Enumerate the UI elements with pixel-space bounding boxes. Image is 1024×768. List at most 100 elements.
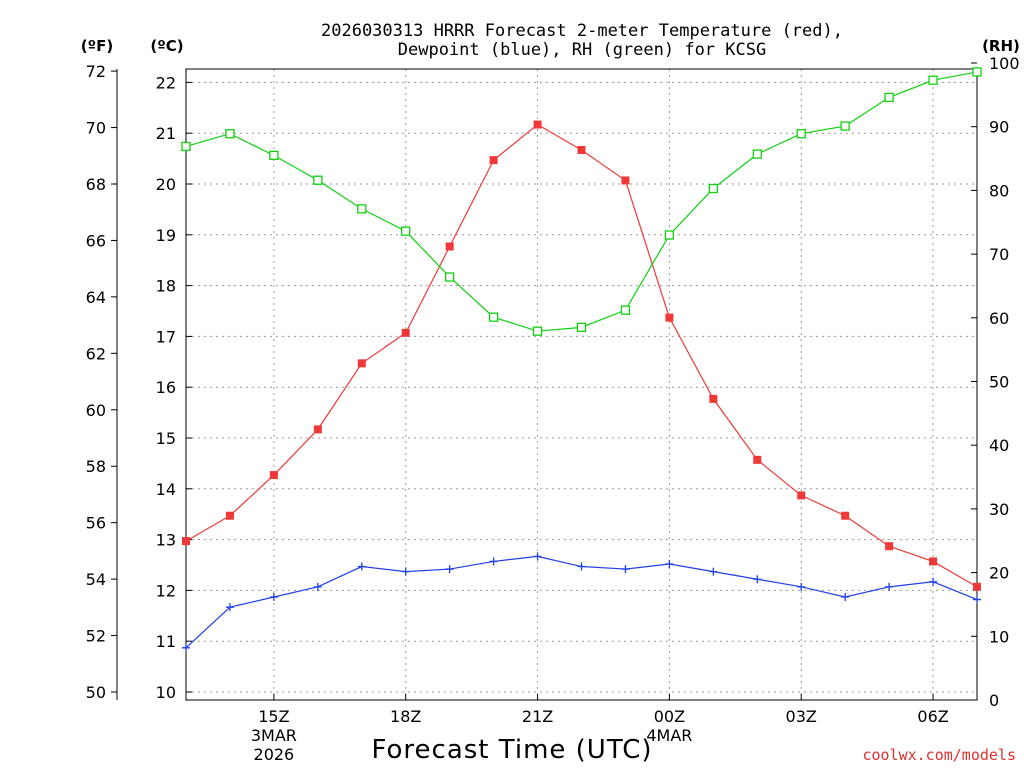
axes: 10 11 12 13 14 15 16 17 18 19 20 21 22 50 52 54 56 58 60 62… [86, 54, 1020, 764]
celsius-tick-label: 12 [156, 581, 176, 600]
dewpoint-point [885, 582, 894, 591]
chart-title-line1: 2026030313 HRRR Forecast 2-meter Tempera… [321, 21, 843, 41]
dewpoint-point [841, 593, 850, 602]
dewpoint-point [225, 603, 234, 612]
dewpoint-point [269, 593, 278, 602]
rh-tick-label: 10 [989, 627, 1009, 646]
celsius-tick-label: 13 [156, 531, 176, 550]
x-axis-title: Forecast Time (UTC) [371, 735, 652, 765]
fahrenheit-tick-label: 50 [86, 683, 106, 702]
x-tick-label: 00Z [654, 707, 685, 726]
dewpoint-point [489, 557, 498, 566]
rh-point [225, 129, 235, 139]
dewpoint-point [621, 565, 630, 574]
dewpoint-point [533, 552, 542, 561]
temperature-point [621, 176, 630, 185]
temperature-point [313, 425, 322, 434]
x-tick-label: 15Z [258, 707, 289, 726]
x-tick-label: 2026 [254, 745, 295, 764]
fahrenheit-tick-label: 62 [86, 344, 106, 363]
x-tick-label: 06Z [917, 707, 948, 726]
rh-point [357, 204, 367, 214]
temperature-point [401, 328, 410, 337]
celsius-tick-label: 15 [156, 429, 176, 448]
temperature-point [841, 511, 850, 520]
x-tick-label: 3MAR [251, 726, 297, 745]
fahrenheit-unit-label: (ºF) [81, 37, 113, 55]
temperature-point [577, 145, 586, 154]
rh-point [752, 149, 762, 159]
temperature-point [269, 471, 278, 480]
rh-point [181, 141, 191, 152]
dewpoint-point [973, 595, 981, 604]
x-tick-label: 4MAR [646, 726, 692, 745]
chart-title-line2: Dewpoint (blue), RH (green) for KCSG [398, 40, 766, 60]
series-line-open-square [185, 71, 978, 332]
rh-point [972, 67, 982, 77]
rh-tick-label: 100 [989, 54, 1020, 73]
temperature-point [533, 120, 542, 129]
celsius-tick-label: 22 [156, 73, 176, 92]
rh-point [708, 183, 718, 194]
rh-point [928, 75, 938, 85]
rh-tick-label: 0 [989, 691, 999, 710]
rh-tick-label: 30 [989, 500, 1009, 519]
temperature-point [929, 557, 938, 566]
temperature-point [709, 394, 718, 403]
fahrenheit-tick-label: 60 [86, 401, 106, 420]
rh-point [445, 272, 455, 282]
credit-text: coolwx.com/models [862, 746, 1016, 764]
temperature-point [489, 156, 498, 165]
rh-tick-label: 70 [989, 245, 1009, 264]
grid [186, 69, 977, 700]
series [181, 67, 982, 652]
rh-point [620, 305, 631, 315]
temperature-point [753, 455, 762, 464]
temperature-point [182, 537, 190, 546]
rh-unit-label: (RH) [982, 37, 1020, 55]
rh-point [532, 326, 543, 336]
dewpoint-point [182, 643, 190, 652]
temperature-point [973, 582, 981, 591]
rh-point [796, 129, 806, 139]
fahrenheit-tick-label: 72 [86, 62, 106, 81]
fahrenheit-tick-label: 58 [86, 457, 106, 476]
rh-tick-label: 40 [989, 436, 1009, 455]
temperature-point [445, 242, 454, 251]
temperature-point [797, 491, 806, 500]
celsius-tick-label: 17 [156, 327, 176, 346]
dewpoint-point [357, 562, 366, 571]
series-line-filled-square [185, 123, 978, 588]
dewpoint-point [313, 582, 322, 591]
temperature-point [665, 313, 674, 322]
dewpoint-point [577, 562, 586, 571]
fahrenheit-tick-label: 64 [86, 288, 106, 307]
temperature-point [357, 359, 366, 368]
rh-point [401, 226, 411, 236]
temperature-point [225, 511, 234, 520]
fahrenheit-tick-label: 54 [86, 570, 106, 589]
celsius-tick-label: 10 [156, 683, 176, 702]
rh-point [840, 121, 850, 131]
rh-point [884, 92, 894, 103]
rh-point [313, 175, 323, 185]
dewpoint-point [401, 567, 410, 576]
temperature-point [885, 542, 894, 551]
rh-point [576, 322, 587, 333]
fahrenheit-tick-label: 52 [86, 627, 106, 646]
celsius-tick-label: 19 [156, 226, 176, 245]
dewpoint-point [709, 567, 718, 576]
dewpoint-point [797, 582, 806, 591]
rh-point [269, 150, 279, 161]
rh-point [664, 230, 675, 240]
fahrenheit-tick-label: 66 [86, 231, 106, 250]
rh-tick-label: 90 [989, 118, 1009, 137]
dewpoint-point [753, 575, 762, 584]
rh-tick-label: 20 [989, 564, 1009, 583]
x-tick-label: 03Z [786, 707, 817, 726]
celsius-tick-label: 11 [156, 632, 176, 651]
rh-tick-label: 50 [989, 373, 1009, 392]
rh-tick-label: 80 [989, 181, 1009, 200]
celsius-tick-label: 14 [156, 480, 176, 499]
